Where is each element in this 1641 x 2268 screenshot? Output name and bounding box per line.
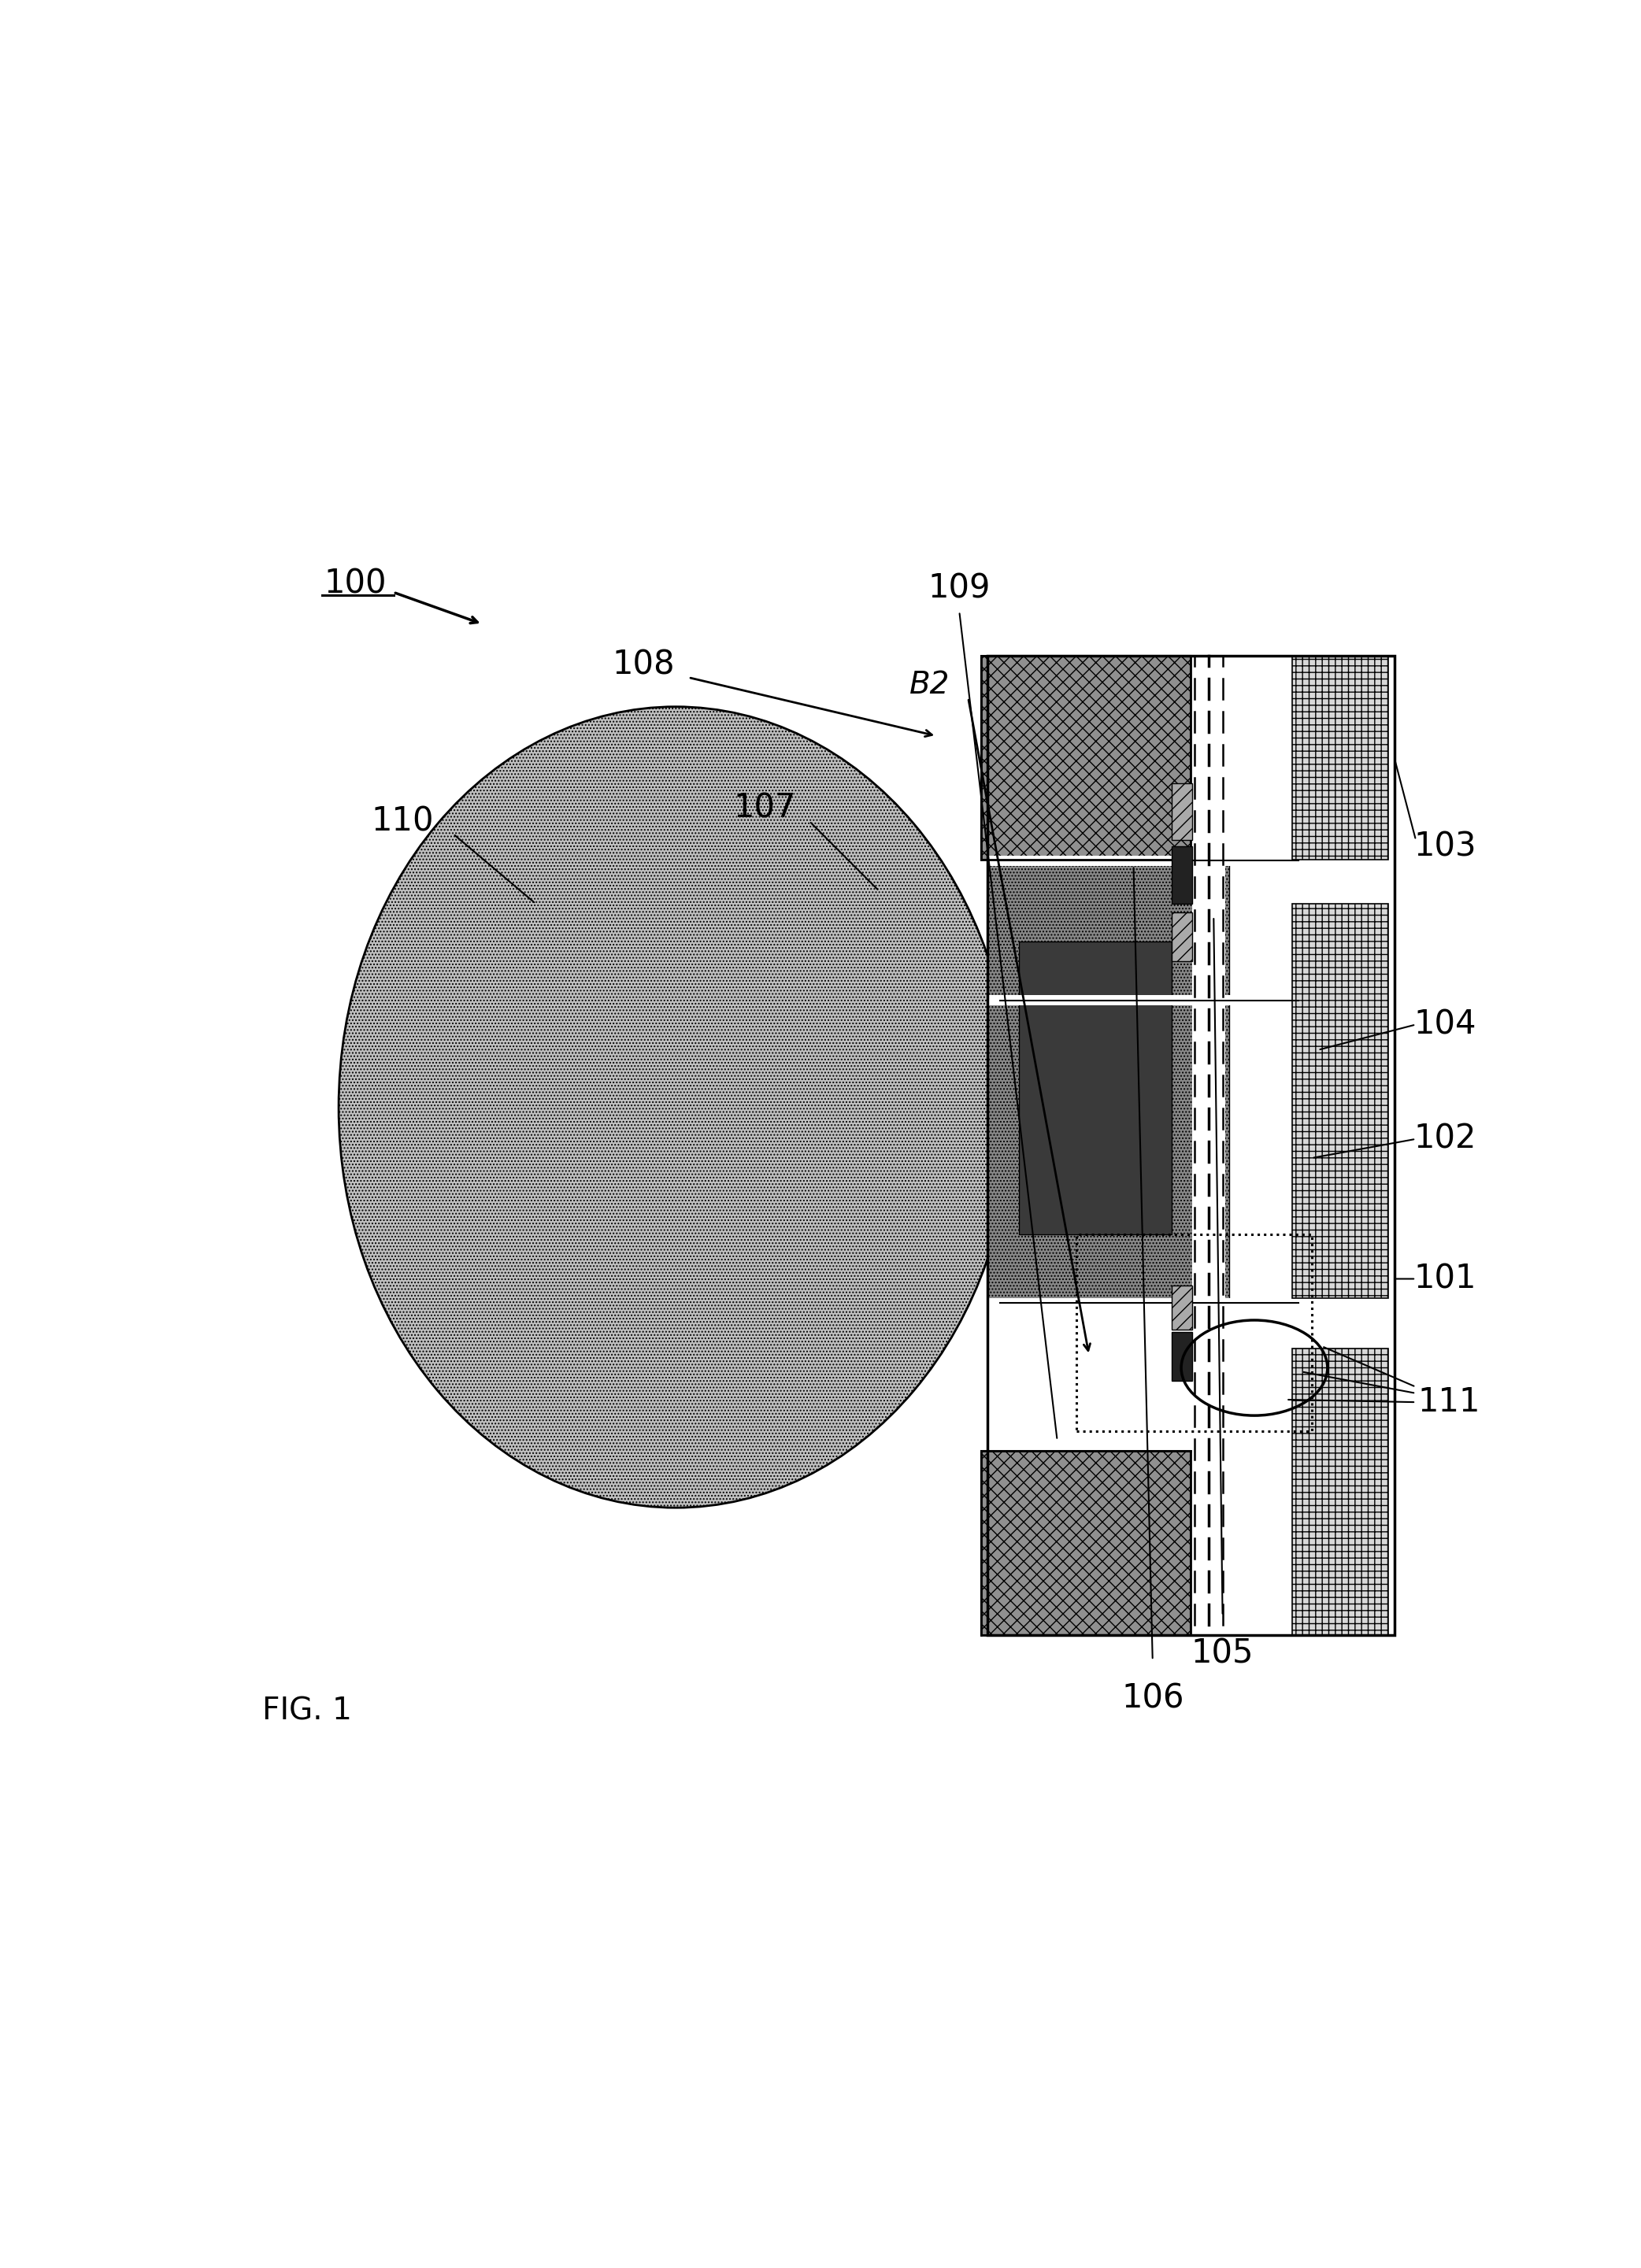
Text: 106: 106 xyxy=(1121,1683,1183,1715)
Text: 108: 108 xyxy=(612,649,674,680)
Text: 105: 105 xyxy=(1191,1637,1254,1672)
Text: B2: B2 xyxy=(909,669,950,701)
Text: 109: 109 xyxy=(929,572,991,606)
Text: 107: 107 xyxy=(734,792,796,826)
Text: FIG. 1: FIG. 1 xyxy=(263,1696,353,1726)
Ellipse shape xyxy=(338,708,1012,1508)
Bar xyxy=(1191,655,1226,1635)
Bar xyxy=(1172,1331,1191,1381)
Bar xyxy=(1172,782,1191,839)
Bar xyxy=(988,1297,1254,1309)
Bar xyxy=(1293,1349,1388,1635)
Text: 102: 102 xyxy=(1415,1123,1477,1154)
Bar xyxy=(988,655,1395,1635)
Text: 111: 111 xyxy=(1418,1386,1480,1420)
Bar xyxy=(1293,655,1388,860)
Text: 100: 100 xyxy=(323,567,387,601)
Bar xyxy=(1019,941,1172,1234)
Bar xyxy=(1172,846,1191,903)
Bar xyxy=(988,655,1395,1635)
Bar xyxy=(1293,903,1388,1297)
Bar xyxy=(1076,1234,1311,1431)
Text: 104: 104 xyxy=(1415,1007,1477,1041)
Bar xyxy=(988,860,1229,1304)
Bar xyxy=(988,996,1254,1005)
Text: 101: 101 xyxy=(1415,1263,1477,1295)
Text: 103: 103 xyxy=(1415,830,1477,864)
Bar xyxy=(981,1452,1191,1635)
Bar xyxy=(1172,1286,1191,1329)
Bar xyxy=(988,855,1254,866)
Text: 110: 110 xyxy=(371,805,433,837)
Bar xyxy=(981,655,1191,860)
Bar xyxy=(1172,912,1191,962)
